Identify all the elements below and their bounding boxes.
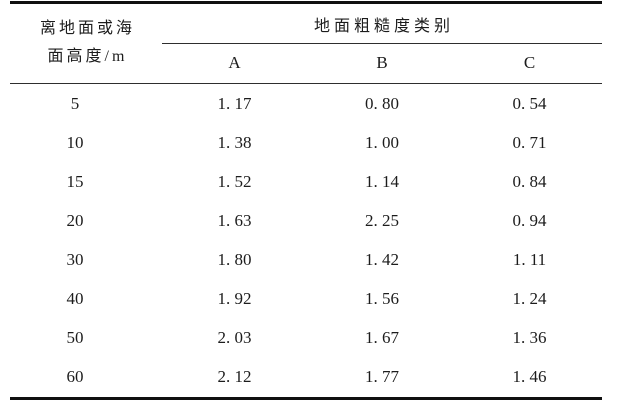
header-underline [10,82,602,85]
value-cell-c: 1. 24 [512,289,547,309]
value-cell-b: 2. 25 [365,211,399,231]
value-cell-a: 1. 17 [217,93,252,113]
row-header-title: 离地面或海 面高度/m [10,4,162,83]
value-cell-b: 1. 42 [365,250,399,270]
row-header-line1: 离地面或海 [39,20,135,38]
table-row: 50 2. 03 1. 67 1. 36 [10,319,602,358]
height-cell: 60 [66,367,84,387]
height-cell: 10 [66,132,84,152]
height-cell: 50 [66,328,84,348]
value-cell-a: 1. 63 [217,211,252,231]
height-cell: 40 [66,289,84,309]
value-cell-c: 1. 46 [512,367,547,387]
table-row: 30 1. 80 1. 42 1. 11 [10,241,602,280]
value-cell-a: 1. 52 [217,171,252,191]
height-cell: 5 [70,93,80,113]
value-cell-a: 1. 38 [217,132,252,152]
table-header: 离地面或海 面高度/m 地面粗糙度类别 A B C [10,4,602,83]
column-header-a: A [228,53,241,73]
value-cell-c: 1. 11 [512,250,547,270]
table-row: 5 1. 17 0. 80 0. 54 [10,84,602,123]
value-cell-b: 1. 14 [365,171,399,191]
data-table: 离地面或海 面高度/m 地面粗糙度类别 A B C 5 1. 17 0. 80 … [10,1,602,400]
value-cell-a: 2. 03 [217,328,252,348]
table-row: 15 1. 52 1. 14 0. 84 [10,162,602,201]
value-cell-b: 1. 77 [365,367,399,387]
value-cell-c: 0. 84 [512,171,547,191]
table-row: 40 1. 92 1. 56 1. 24 [10,280,602,319]
value-cell-c: 1. 36 [512,328,547,348]
value-cell-c: 0. 94 [512,211,547,231]
height-cell: 30 [66,250,84,270]
value-cell-b: 1. 56 [365,289,399,309]
height-cell: 20 [66,211,84,231]
row-header-line2: 面高度/m [47,48,128,66]
column-group: 地面粗糙度类别 A B C [162,4,602,83]
table-row: 20 1. 63 2. 25 0. 94 [10,201,602,240]
column-header-b: B [376,53,388,73]
column-headers-row: A B C [162,44,602,83]
value-cell-b: 1. 67 [365,328,399,348]
column-group-title: 地面粗糙度类别 [313,18,454,36]
value-cell-c: 0. 54 [512,93,547,113]
value-cell-b: 1. 00 [365,132,399,152]
column-group-underline [162,42,602,44]
value-cell-a: 1. 80 [217,250,252,270]
table-row: 60 2. 12 1. 77 1. 46 [10,358,602,397]
column-header-c: C [523,53,536,73]
table-bottom-border [10,396,602,400]
value-cell-a: 2. 12 [217,367,252,387]
value-cell-c: 0. 71 [512,132,547,152]
table-top-border [10,1,602,4]
value-cell-b: 0. 80 [365,93,399,113]
height-cell: 15 [66,171,84,191]
value-cell-a: 1. 92 [217,289,252,309]
table-row: 10 1. 38 1. 00 0. 71 [10,123,602,162]
